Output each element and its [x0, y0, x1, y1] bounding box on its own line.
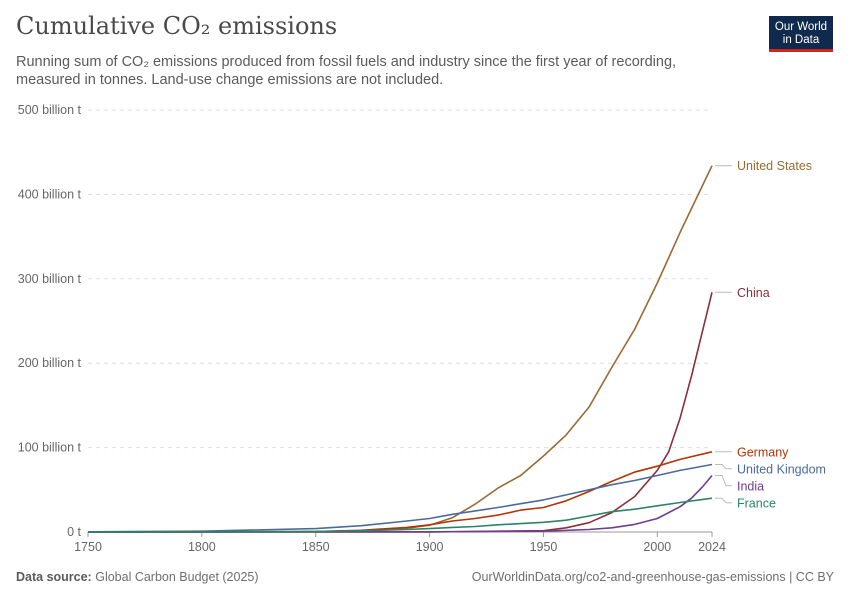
footer-url[interactable]: OurWorldinData.org/co2-and-greenhouse-ga… [471, 570, 834, 584]
series-label: United Kingdom [737, 462, 826, 476]
series-line [87, 463, 713, 533]
owid-logo[interactable]: Our World in Data [769, 16, 833, 52]
series-label: China [737, 286, 770, 300]
x-tick-label: 1950 [530, 540, 558, 554]
y-tick-label: 500 billion t [18, 103, 82, 117]
series-line [87, 451, 713, 533]
series-label: India [737, 479, 764, 493]
x-tick-label: 2024 [698, 540, 726, 554]
data-source-label: Data source: [16, 570, 92, 584]
x-tick-label: 1900 [416, 540, 444, 554]
y-tick-label: 0 t [67, 525, 81, 539]
data-source-value[interactable]: Global Carbon Budget (2025) [95, 570, 259, 584]
logo-line-1: Our World [774, 20, 828, 33]
chart-title: Cumulative CO₂ emissions [16, 12, 338, 40]
series-line [87, 474, 713, 533]
series-line [88, 165, 713, 533]
chart-subtitle: Running sum of CO₂ emissions produced fr… [16, 54, 677, 88]
series-line [88, 292, 713, 533]
series-label: France [737, 496, 776, 510]
y-tick-label: 200 billion t [18, 356, 82, 370]
legend-connector [715, 475, 732, 487]
legend-connector [715, 497, 732, 504]
legend-connector [715, 464, 732, 470]
series-label: Germany [737, 445, 789, 459]
x-tick-label: 1750 [74, 540, 102, 554]
y-tick-label: 300 billion t [18, 272, 82, 286]
y-tick-label: 400 billion t [18, 187, 82, 201]
x-tick-label: 1850 [302, 540, 330, 554]
x-tick-label: 2000 [643, 540, 671, 554]
logo-line-2: in Data [782, 33, 820, 46]
y-tick-label: 100 billion t [18, 441, 82, 455]
series-line [87, 497, 713, 533]
data-source: Data source: Global Carbon Budget (2025) [16, 570, 259, 584]
x-tick-label: 1800 [188, 540, 216, 554]
series-label: United States [737, 159, 812, 173]
